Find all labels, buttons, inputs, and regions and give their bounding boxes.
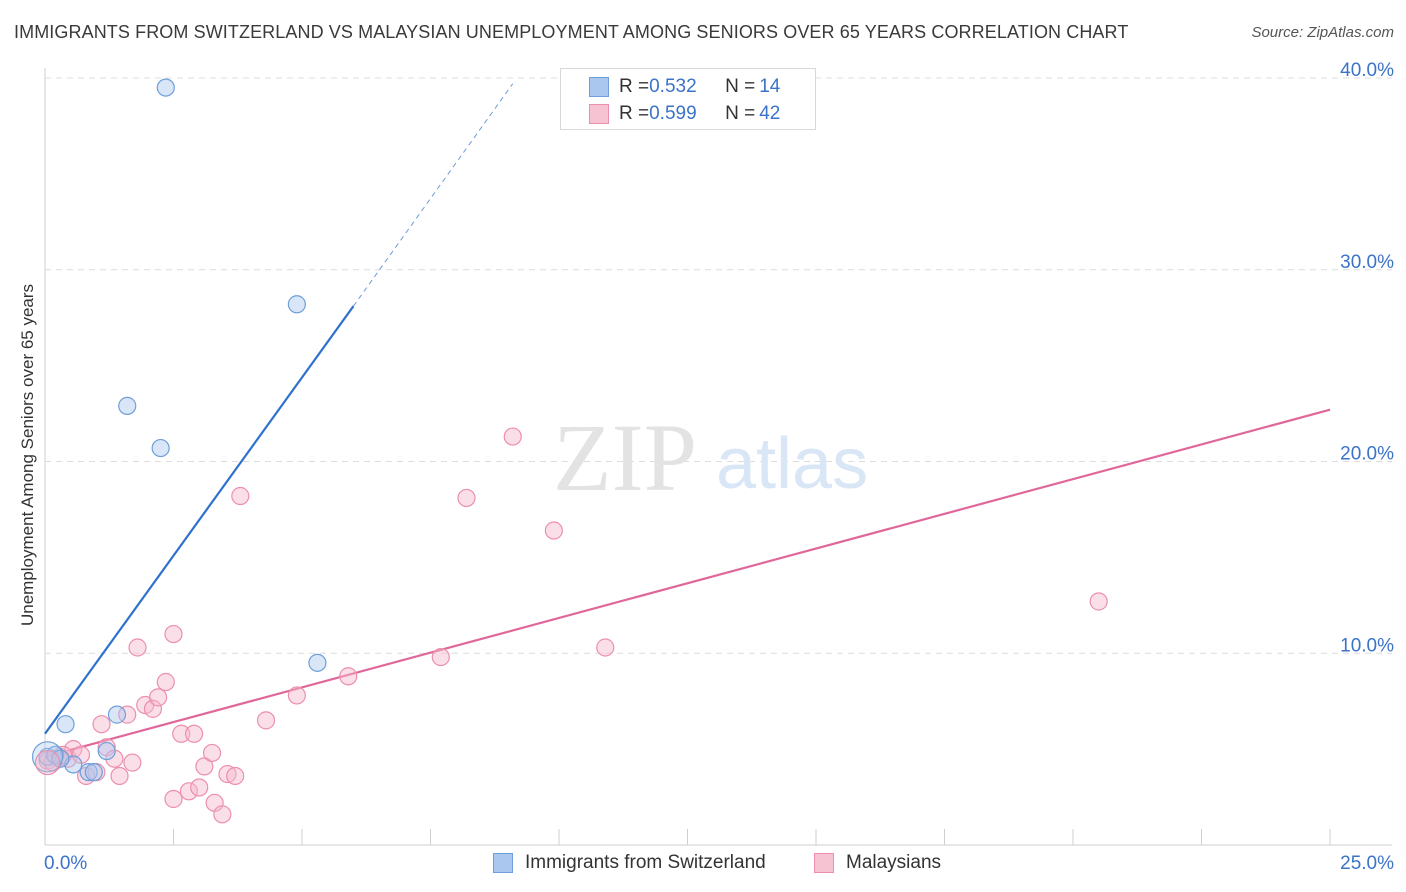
malaysians-point — [195, 757, 214, 776]
y-tick-label: 10.0% — [1340, 635, 1394, 656]
malaysians-point — [71, 745, 91, 764]
y-tick-label: 30.0% — [1340, 252, 1394, 273]
legend-row-switzerland: R = 0.532 N = 14 — [589, 75, 781, 99]
malaysians-point — [202, 743, 222, 763]
legend-n-value: 14 — [759, 76, 781, 97]
bottom-legend-label-malaysians: Malaysians — [846, 852, 942, 873]
points-layer — [31, 78, 1108, 824]
bottom-legend-switzerland: Immigrants from Switzerland — [493, 852, 766, 874]
malaysians-point — [110, 766, 129, 786]
malaysians-point — [431, 647, 450, 667]
watermark-zip: ZIP — [553, 404, 697, 511]
legend-n-value: 42 — [759, 103, 781, 124]
malaysians-point — [184, 724, 204, 743]
malaysians-point — [148, 688, 168, 707]
watermark: ZIP atlas — [553, 404, 868, 511]
malaysians-point — [34, 749, 61, 776]
x-tick-label: 25.0% — [1340, 853, 1394, 874]
switzerland-point — [118, 396, 137, 415]
source-credit: Source: ZipAtlas.com — [1251, 24, 1394, 41]
malaysians-point — [156, 672, 175, 692]
trend-layer — [44, 83, 1331, 758]
malaysians-point — [123, 753, 142, 772]
legend-r-label: R = — [619, 103, 650, 124]
malaysians-point — [105, 749, 124, 768]
malaysians-point — [596, 638, 615, 657]
tick-labels-layer: 10.0% 20.0% 30.0% 40.0% 0.0% 25.0% — [44, 60, 1394, 874]
malaysians-point — [172, 724, 191, 743]
malaysians-point — [457, 488, 476, 508]
legend-swatch-malaysians — [589, 104, 609, 124]
legend-row-malaysians: R = 0.599 N = 42 — [589, 102, 781, 126]
legend-r-value: 0.599 — [649, 103, 697, 124]
axes-layer — [44, 68, 1392, 846]
legend-r-label: R = — [619, 76, 650, 97]
malaysians-point — [92, 715, 111, 734]
malaysians-point — [287, 686, 306, 705]
legend-r-value: 0.532 — [649, 76, 697, 97]
switzerland-point — [107, 705, 127, 724]
switzerland-point — [308, 653, 327, 672]
switzerland-point — [31, 741, 64, 773]
y-tick-label: 40.0% — [1340, 60, 1394, 81]
malaysians-point — [118, 705, 137, 724]
malaysians-point — [544, 521, 563, 540]
bottom-legend-malaysians: Malaysians — [814, 852, 941, 874]
bottom-legend: Immigrants from Switzerland Malaysians — [0, 852, 1406, 878]
y-tick-label: 20.0% — [1340, 444, 1394, 465]
malaysians-point — [164, 624, 183, 644]
y-axis-title: Unemployment Among Seniors over 65 years — [18, 283, 37, 627]
malaysians-point — [256, 711, 276, 730]
malaysians-point — [164, 789, 183, 809]
malaysians-point — [503, 427, 522, 446]
legend-n-label: N = — [725, 76, 756, 97]
legend-swatch-switzerland — [589, 77, 609, 97]
malaysians-point — [128, 638, 147, 657]
chart-title: IMMIGRANTS FROM SWITZERLAND VS MALAYSIAN… — [14, 22, 1129, 42]
watermark-atlas: atlas — [716, 424, 868, 504]
bottom-legend-swatch-switzerland — [493, 853, 513, 873]
malaysians-trend-line — [44, 408, 1331, 758]
bottom-legend-label-switzerland: Immigrants from Switzerland — [525, 852, 766, 873]
switzerland-point — [56, 715, 75, 734]
malaysians-point — [226, 766, 245, 786]
switzerland-point — [97, 741, 116, 761]
malaysians-point — [213, 805, 232, 824]
malaysians-point — [231, 486, 250, 506]
malaysians-point — [1089, 592, 1108, 611]
x-tick-label: 0.0% — [44, 853, 87, 874]
bottom-legend-swatch-malaysians — [814, 853, 834, 873]
switzerland-point — [156, 78, 175, 97]
switzerland-trend-line — [44, 305, 355, 735]
switzerland-trend-extension — [352, 83, 514, 307]
switzerland-point — [151, 438, 170, 458]
switzerland-point — [84, 763, 103, 782]
malaysians-point — [190, 778, 209, 797]
malaysians-point — [339, 667, 358, 686]
stats-legend: R = 0.532 N = 14 R = 0.599 N = 42 — [560, 68, 816, 130]
switzerland-point — [287, 295, 306, 314]
switzerland-point — [79, 763, 98, 782]
grid-layer — [45, 77, 1392, 654]
malaysians-point — [179, 782, 199, 801]
malaysians-point — [143, 699, 163, 718]
legend-n-label: N = — [725, 103, 756, 124]
